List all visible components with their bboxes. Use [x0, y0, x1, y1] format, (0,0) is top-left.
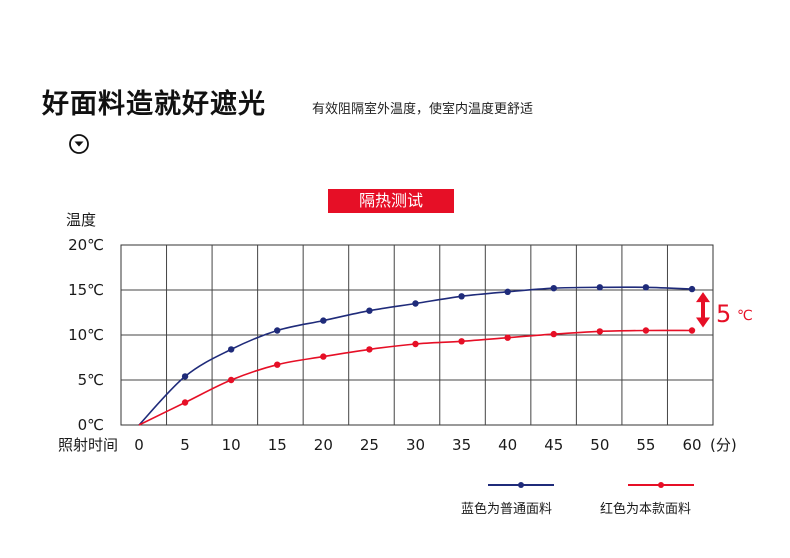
x-tick-label: 25: [360, 436, 379, 454]
x-tick-label: 0: [134, 436, 144, 454]
y-tick-label: 20℃: [68, 236, 104, 254]
x-tick-label: 50: [590, 436, 609, 454]
circle-chevron-down-icon[interactable]: [68, 133, 90, 155]
x-tick-label: 15: [268, 436, 287, 454]
x-tick-label: 5: [180, 436, 190, 454]
data-point-blue: [688, 285, 696, 293]
y-axis-label: 温度: [66, 211, 96, 229]
series-line-blue: [138, 286, 693, 426]
y-tick-label: 0℃: [78, 416, 104, 434]
page-subtitle: 有效阻隔室外温度，使室内温度更舒适: [312, 102, 534, 117]
data-point-blue: [412, 300, 419, 307]
data-point-red: [366, 346, 373, 353]
difference-arrow-head-down: [696, 317, 710, 328]
chart-title-badge: 隔热测试: [328, 189, 454, 213]
x-tick-label: 35: [452, 436, 471, 454]
data-point-blue: [227, 346, 235, 353]
x-tick-label: 60: [682, 436, 701, 454]
x-tick-label: 40: [498, 436, 517, 454]
data-point-blue: [458, 293, 465, 300]
data-point-red: [458, 338, 465, 345]
x-axis-label: 照射时间: [58, 436, 118, 454]
page-title: 好面料造就好遮光: [42, 89, 266, 120]
data-point-red: [181, 399, 189, 406]
data-point-red: [504, 334, 511, 341]
data-point-red: [688, 327, 696, 334]
data-point-blue: [642, 284, 650, 291]
x-tick-label: 20: [314, 436, 333, 454]
data-point-blue: [320, 317, 327, 324]
data-point-blue: [596, 284, 604, 291]
data-point-blue: [274, 327, 281, 334]
legend-blue-label: 蓝色为普通面料: [461, 502, 553, 517]
data-point-red: [274, 361, 281, 368]
difference-arrow-head-up: [696, 292, 710, 303]
x-tick-label: 55: [636, 436, 655, 454]
data-point-blue: [504, 288, 511, 295]
difference-unit: ℃: [737, 308, 753, 324]
data-point-red: [596, 328, 604, 335]
x-axis-unit: (分): [710, 436, 737, 454]
data-point-blue: [181, 373, 189, 380]
y-tick-label: 10℃: [68, 326, 104, 344]
data-point-red: [320, 353, 327, 360]
difference-value: 5: [716, 300, 731, 328]
x-tick-label: 45: [544, 436, 563, 454]
data-point-red: [550, 330, 557, 338]
data-point-blue: [366, 307, 373, 314]
x-tick-label: 30: [406, 436, 425, 454]
data-point-red: [412, 340, 419, 348]
x-tick-label: 10: [222, 436, 241, 454]
legend-red-marker: [658, 482, 664, 488]
data-point-red: [642, 327, 650, 334]
legend-red-label: 红色为本款面料: [600, 502, 692, 517]
data-point-red: [227, 376, 235, 384]
legend-blue-marker: [518, 482, 524, 488]
y-tick-label: 5℃: [78, 371, 104, 389]
data-point-blue: [550, 285, 557, 292]
y-tick-label: 15℃: [68, 281, 104, 299]
